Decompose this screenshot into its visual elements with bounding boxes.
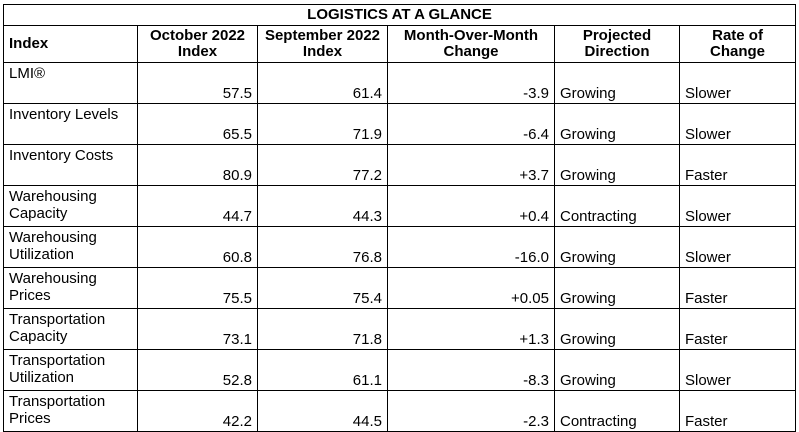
cell-change: -8.3 bbox=[387, 349, 555, 391]
table-row: Warehousing Capacity 44.7 44.3 +0.4 Contract… bbox=[3, 185, 797, 227]
cell-index: Transportation Capacity bbox=[3, 308, 138, 350]
cell-september: 44.3 bbox=[257, 185, 388, 227]
cell-index: Warehousing Utilization bbox=[3, 226, 138, 268]
cell-change: +3.7 bbox=[387, 144, 555, 186]
cell-september: 61.4 bbox=[257, 62, 388, 104]
table-row: Transportation Utilization 52.8 61.1 -8.3 Gr… bbox=[3, 349, 797, 391]
table-row: Inventory Levels 65.5 71.9 -6.4 Growing Slowe… bbox=[3, 103, 797, 145]
cell-rate: Slower bbox=[678, 103, 797, 145]
cell-rate: Faster bbox=[678, 267, 797, 309]
table-row: Warehousing Prices 75.5 75.4 +0.05 Growing Fa… bbox=[3, 267, 797, 309]
cell-change: +0.05 bbox=[387, 267, 555, 309]
cell-october: 52.8 bbox=[137, 349, 258, 391]
cell-october: 73.1 bbox=[137, 308, 258, 350]
cell-september: 61.1 bbox=[257, 349, 388, 391]
cell-september: 75.4 bbox=[257, 267, 388, 309]
cell-direction: Growing bbox=[554, 349, 680, 391]
col-header-index: Index bbox=[3, 25, 138, 63]
cell-direction: Growing bbox=[554, 226, 680, 268]
cell-september: 77.2 bbox=[257, 144, 388, 186]
cell-september: 71.9 bbox=[257, 103, 388, 145]
cell-change: +1.3 bbox=[387, 308, 555, 350]
table-row: Transportation Prices 42.2 44.5 -2.3 Contrac… bbox=[3, 390, 797, 432]
cell-direction: Growing bbox=[554, 144, 680, 186]
cell-direction: Contracting bbox=[554, 390, 680, 432]
cell-october: 44.7 bbox=[137, 185, 258, 227]
cell-index: Inventory Costs bbox=[3, 144, 138, 186]
table-row: Warehousing Utilization 60.8 76.8 -16.0 Grow… bbox=[3, 226, 797, 268]
cell-september: 71.8 bbox=[257, 308, 388, 350]
col-header-direction: Projected Direction bbox=[554, 25, 680, 63]
header-row: Index October 2022 Index September 2022 … bbox=[3, 25, 797, 63]
cell-rate: Faster bbox=[678, 390, 797, 432]
table-title: LOGISTICS AT A GLANCE bbox=[2, 4, 797, 26]
cell-october: 57.5 bbox=[137, 62, 258, 104]
cell-rate: Faster bbox=[678, 144, 797, 186]
cell-rate: Slower bbox=[678, 185, 797, 227]
cell-change: -16.0 bbox=[387, 226, 555, 268]
table-row: Transportation Capacity 73.1 71.8 +1.3 Growi… bbox=[3, 308, 797, 350]
col-header-change: Month-Over-Month Change bbox=[387, 25, 555, 63]
cell-september: 44.5 bbox=[257, 390, 388, 432]
cell-direction: Growing bbox=[554, 103, 680, 145]
title-row: LOGISTICS AT A GLANCE bbox=[2, 4, 797, 26]
cell-change: -6.4 bbox=[387, 103, 555, 145]
cell-rate: Slower bbox=[678, 349, 797, 391]
cell-change: -2.3 bbox=[387, 390, 555, 432]
col-header-rate: Rate of Change bbox=[678, 25, 797, 63]
cell-direction: Growing bbox=[554, 267, 680, 309]
col-header-october: October 2022 Index bbox=[137, 25, 258, 63]
cell-index: Warehousing Prices bbox=[3, 267, 138, 309]
cell-october: 42.2 bbox=[137, 390, 258, 432]
cell-rate: Slower bbox=[678, 62, 797, 104]
cell-index: Transportation Prices bbox=[3, 390, 138, 432]
col-header-september: September 2022 Index bbox=[257, 25, 388, 63]
table-row: LMI® 57.5 61.4 -3.9 Growing Slower bbox=[3, 62, 797, 104]
cell-rate: Slower bbox=[678, 226, 797, 268]
cell-index: Warehousing Capacity bbox=[3, 185, 138, 227]
table-row: Inventory Costs 80.9 77.2 +3.7 Growing Faster bbox=[3, 144, 797, 186]
cell-index: Inventory Levels bbox=[3, 103, 138, 145]
cell-october: 75.5 bbox=[137, 267, 258, 309]
table-body: LMI® 57.5 61.4 -3.9 Growing Slower Inventory L… bbox=[3, 62, 797, 432]
cell-october: 65.5 bbox=[137, 103, 258, 145]
cell-september: 76.8 bbox=[257, 226, 388, 268]
cell-october: 80.9 bbox=[137, 144, 258, 186]
cell-october: 60.8 bbox=[137, 226, 258, 268]
cell-change: +0.4 bbox=[387, 185, 555, 227]
cell-index: LMI® bbox=[3, 62, 138, 104]
logistics-table: LOGISTICS AT A GLANCE Index October 2022… bbox=[2, 4, 797, 432]
cell-index: Transportation Utilization bbox=[3, 349, 138, 391]
cell-direction: Growing bbox=[554, 308, 680, 350]
cell-direction: Contracting bbox=[554, 185, 680, 227]
cell-change: -3.9 bbox=[387, 62, 555, 104]
cell-direction: Growing bbox=[554, 62, 680, 104]
cell-rate: Faster bbox=[678, 308, 797, 350]
